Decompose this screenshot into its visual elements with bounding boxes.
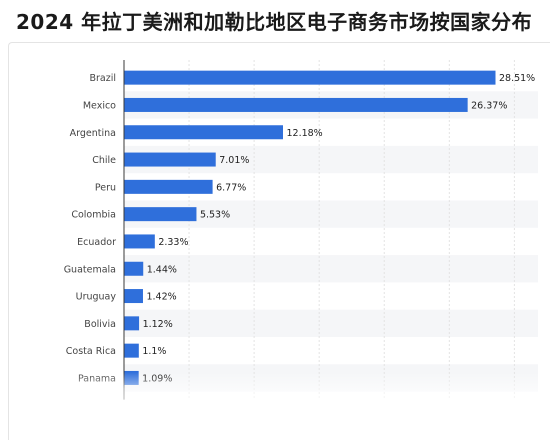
value-label: 1.42% <box>146 292 176 303</box>
bar-brazil <box>124 70 496 85</box>
bar-bolivia <box>124 316 140 331</box>
category-label: Mexico <box>83 100 116 111</box>
category-label: Peru <box>95 182 116 193</box>
value-label: 5.53% <box>200 210 230 221</box>
category-label: Costa Rica <box>66 346 116 357</box>
bar-panama <box>124 370 139 385</box>
bar-guatemala <box>124 261 144 276</box>
row-band <box>124 364 538 392</box>
category-label: Colombia <box>71 210 116 221</box>
category-label: Argentina <box>70 128 116 139</box>
category-label: Guatemala <box>64 264 116 275</box>
category-label: Chile <box>92 155 116 166</box>
value-label: 1.1% <box>142 346 166 357</box>
row-band <box>124 309 538 337</box>
row-band <box>124 255 538 283</box>
category-label: Panama <box>78 373 116 384</box>
category-label: Bolivia <box>84 319 116 330</box>
bar-mexico <box>124 97 468 112</box>
bar-argentina <box>124 125 283 140</box>
value-label: 1.44% <box>147 264 177 275</box>
value-label: 1.12% <box>143 319 173 330</box>
bar-ecuador <box>124 234 155 249</box>
value-label: 2.33% <box>158 237 188 248</box>
category-label: Brazil <box>89 73 116 84</box>
bar-uruguay <box>124 289 143 304</box>
bar-chile <box>124 152 216 167</box>
value-label: 7.01% <box>219 155 249 166</box>
bar-costa-rica <box>124 343 139 358</box>
bar-peru <box>124 179 213 194</box>
value-label: 12.18% <box>286 128 322 139</box>
category-label: Ecuador <box>77 237 116 248</box>
category-label: Uruguay <box>76 292 117 303</box>
value-label: 26.37% <box>471 100 507 111</box>
chart-title: 2024 年拉丁美洲和加勒比地区电子商务市场按国家分布 <box>16 10 533 34</box>
value-label: 1.09% <box>142 373 172 384</box>
value-label: 28.51% <box>499 73 535 84</box>
bar-colombia <box>124 207 197 222</box>
value-label: 6.77% <box>216 182 246 193</box>
